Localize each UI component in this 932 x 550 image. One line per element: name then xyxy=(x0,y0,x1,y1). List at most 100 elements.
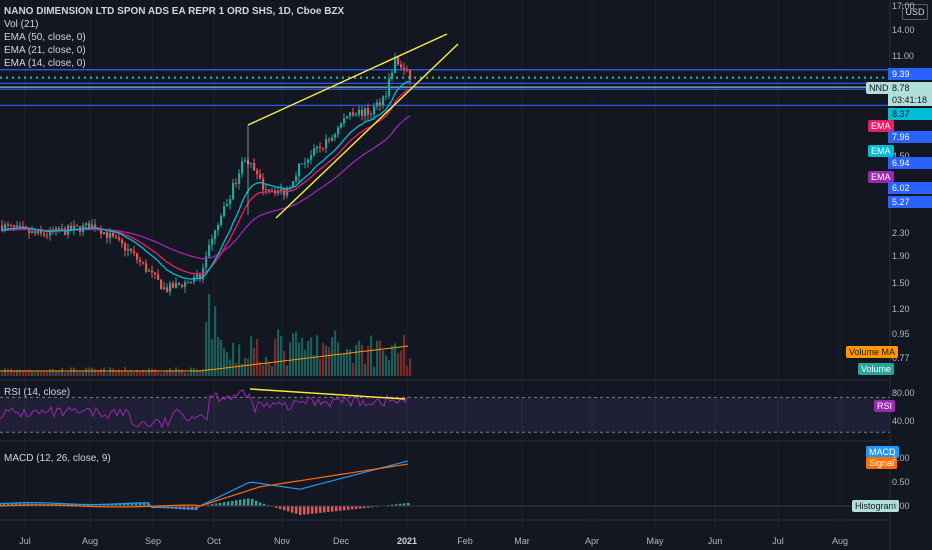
symbol-title: NANO DIMENSION LTD SPON ADS EA REPR 1 OR… xyxy=(4,6,345,17)
volume-bar xyxy=(403,334,406,376)
histogram-bar xyxy=(147,502,150,507)
grid xyxy=(24,0,841,532)
histogram-bar xyxy=(227,501,230,507)
volume-bar xyxy=(256,338,259,376)
candle-body xyxy=(292,181,295,188)
histogram-bar xyxy=(363,506,366,509)
histogram-bar xyxy=(283,506,286,511)
candle-body xyxy=(364,108,367,116)
volume-bar xyxy=(175,367,178,376)
candle-body xyxy=(409,69,412,80)
histogram-bar xyxy=(303,506,306,515)
volume-bars xyxy=(0,294,412,376)
candle-body xyxy=(1,225,4,231)
candle-body xyxy=(163,287,166,290)
histogram-bar xyxy=(219,502,222,507)
candle-body xyxy=(406,69,409,71)
level-label: 7.96 xyxy=(888,131,932,143)
candle-body xyxy=(298,163,301,177)
candle-body xyxy=(244,160,247,162)
histogram-bar xyxy=(359,506,362,509)
time-tick: Jul xyxy=(19,536,31,546)
candle-body xyxy=(280,188,283,191)
trendlines xyxy=(247,33,459,219)
ema50-tag: EMA xyxy=(868,171,894,183)
currency-button[interactable]: USD xyxy=(902,4,928,20)
volume-bar xyxy=(289,342,292,376)
histogram-bar xyxy=(351,506,354,510)
candle-body xyxy=(178,282,181,285)
macd-tick: 0.50 xyxy=(892,477,910,487)
volume-bar xyxy=(172,371,175,376)
histogram-tag: Histogram xyxy=(852,500,900,512)
volume-bar xyxy=(25,371,28,376)
histogram-bar xyxy=(79,504,82,507)
candle-body xyxy=(253,162,256,171)
histogram-bar xyxy=(311,506,314,514)
candle-body xyxy=(136,253,139,260)
volume-bar xyxy=(343,354,346,376)
candle-body xyxy=(157,274,160,280)
histogram-bar xyxy=(103,503,106,507)
rsi-tick: 80.00 xyxy=(892,388,915,398)
volume-bar xyxy=(355,344,358,376)
rsi-title[interactable]: RSI (14, close) xyxy=(4,387,71,398)
volume-bar xyxy=(283,350,286,376)
histogram-bar xyxy=(99,503,102,507)
candle-body xyxy=(106,232,109,238)
histogram-bar xyxy=(119,502,122,507)
histogram-bar xyxy=(259,502,262,507)
candle-body xyxy=(334,134,337,138)
histogram-bar xyxy=(275,506,278,508)
candle-body xyxy=(211,238,214,245)
price-tick: 1.50 xyxy=(892,278,910,288)
volume-bar xyxy=(265,356,268,376)
volume-bar xyxy=(400,350,403,376)
candle-body xyxy=(34,231,37,234)
histogram-bar xyxy=(335,506,338,512)
candle-body xyxy=(112,233,115,237)
price-tick: 1.20 xyxy=(892,304,910,314)
volume-bar xyxy=(292,333,295,376)
histogram-bar xyxy=(107,503,110,507)
volume-bar xyxy=(118,369,121,376)
volume-bar xyxy=(121,370,124,376)
indicator-ema14[interactable]: EMA (14, close, 0) xyxy=(4,58,86,69)
candle-body xyxy=(151,270,154,273)
candle-body xyxy=(94,224,97,229)
candle-body xyxy=(37,230,40,234)
volume-bar xyxy=(313,355,316,376)
candle-body xyxy=(166,287,169,292)
histogram-bar xyxy=(355,506,358,509)
histogram-bar xyxy=(83,504,86,507)
indicator-ema50[interactable]: EMA (50, close, 0) xyxy=(4,32,86,43)
candle-body xyxy=(358,109,361,115)
candle-body xyxy=(73,225,76,231)
histogram-bar xyxy=(139,502,142,507)
volume-bar xyxy=(46,371,49,376)
ema-lines xyxy=(1,80,411,280)
volume-bar xyxy=(367,346,370,376)
macd-title[interactable]: MACD (12, 26, close, 9) xyxy=(4,453,111,464)
volume-bar xyxy=(73,367,76,376)
candle-body xyxy=(229,199,232,205)
volume-bar xyxy=(106,372,109,376)
indicator-volume[interactable]: Vol (21) xyxy=(4,19,39,30)
volume-bar xyxy=(52,368,55,376)
volume-bar xyxy=(361,344,364,376)
volume-bar xyxy=(301,337,304,376)
volume-bar xyxy=(157,372,160,376)
volume-bar xyxy=(145,371,148,376)
volume-bar xyxy=(34,371,37,376)
candle-body xyxy=(340,123,343,128)
candle-body xyxy=(301,163,304,165)
indicator-ema21[interactable]: EMA (21, close, 0) xyxy=(4,45,86,56)
candle-body xyxy=(115,236,118,238)
volume-bar xyxy=(331,337,334,376)
volume-bar xyxy=(346,348,349,376)
histogram-bar xyxy=(115,503,118,507)
volume-bar xyxy=(310,337,313,376)
candle-body xyxy=(19,225,22,227)
volume-bar xyxy=(100,368,103,376)
